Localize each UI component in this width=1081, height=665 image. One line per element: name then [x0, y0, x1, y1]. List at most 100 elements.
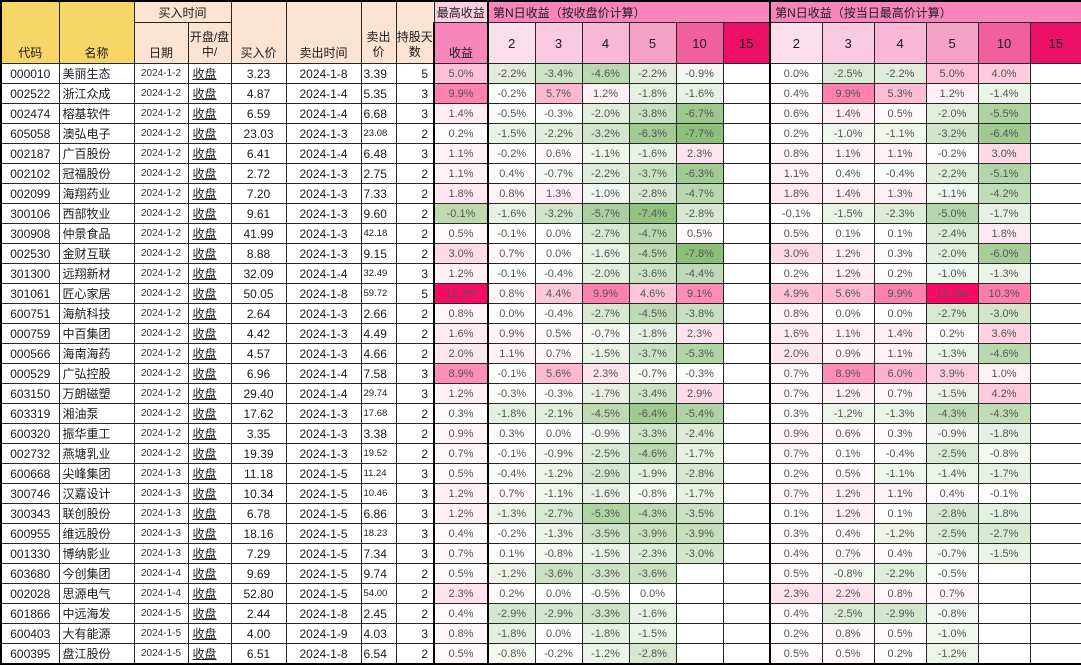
cell-close-day-5[interactable]: -4.5% [628, 303, 677, 324]
cell-hold-days[interactable]: 2 [395, 203, 435, 224]
cell-close-day-5[interactable]: -4.7% [628, 223, 677, 244]
cell-high-day-15[interactable] [1029, 623, 1081, 644]
cell-close-day-5[interactable]: 4.6% [628, 283, 677, 304]
cell-buy-date[interactable]: 2024-1-3 [133, 543, 189, 564]
cell-high-day-2[interactable]: 0.2% [769, 263, 823, 284]
cell-high-day-3[interactable]: 0.6% [821, 423, 875, 444]
cell-hold-days[interactable]: 2 [395, 123, 435, 144]
cell-close-day-2[interactable]: 0.7% [487, 243, 536, 264]
cell-close-day-15[interactable] [722, 203, 771, 224]
cell-high-day-2[interactable]: 0.3% [769, 523, 823, 544]
cell-close-day-2[interactable]: -0.4% [487, 463, 536, 484]
cell-sell-date[interactable]: 2024-1-3 [285, 443, 362, 464]
cell-high-day-3[interactable]: 9.9% [821, 83, 875, 104]
cell-close-day-4[interactable]: -2.0% [581, 263, 630, 284]
cell-close-day-15[interactable] [722, 423, 771, 444]
cell-sell-date[interactable]: 2024-1-3 [285, 163, 362, 184]
cell-close-day-5[interactable]: -3.7% [628, 163, 677, 184]
cell-high-day-4[interactable]: -1.1% [873, 463, 927, 484]
cell-high-day-3[interactable]: 0.7% [821, 543, 875, 564]
cell-close-day-3[interactable]: 0.0% [534, 583, 583, 604]
cell-hold-days[interactable]: 2 [395, 223, 435, 244]
cell-max-return[interactable]: -0.1% [433, 203, 489, 224]
cell-sell-date[interactable]: 2024-1-4 [285, 103, 362, 124]
cell-max-return[interactable]: 2.3% [433, 583, 489, 604]
cell-high-day-15[interactable] [1029, 443, 1081, 464]
cell-sell-price[interactable]: 3.39 [360, 63, 397, 84]
cell-high-day-15[interactable] [1029, 543, 1081, 564]
cell-sell-price[interactable]: 29.74 [360, 383, 397, 404]
cell-high-day-10[interactable]: 4.2% [977, 383, 1031, 404]
cell-sell-date[interactable]: 2024-1-3 [285, 243, 362, 264]
cell-hold-days[interactable]: 2 [395, 243, 435, 264]
cell-close-day-4[interactable]: -1.0% [581, 183, 630, 204]
cell-high-day-3[interactable]: 8.9% [821, 363, 875, 384]
cell-high-day-2[interactable]: 0.5% [769, 563, 823, 584]
cell-buy-price[interactable]: 9.69 [230, 563, 287, 584]
cell-high-day-10[interactable]: 1.8% [977, 223, 1031, 244]
cell-close-day-5[interactable]: -2.2% [628, 63, 677, 84]
cell-sell-date[interactable]: 2024-1-3 [285, 303, 362, 324]
cell-close-day-4[interactable]: -1.7% [581, 383, 630, 404]
cell-close-day-5[interactable]: -2.3% [628, 543, 677, 564]
cell-buy-session[interactable]: 收盘 [187, 563, 232, 584]
cell-buy-session[interactable]: 收盘 [187, 263, 232, 284]
cell-sell-price[interactable]: 7.58 [360, 363, 397, 384]
cell-high-day-4[interactable]: 0.2% [873, 643, 927, 665]
cell-high-day-10[interactable]: -4.3% [977, 403, 1031, 424]
cell-high-day-4[interactable]: 9.9% [873, 283, 927, 304]
cell-buy-session[interactable]: 收盘 [187, 383, 232, 404]
cell-name[interactable]: 西部牧业 [58, 203, 135, 224]
cell-close-day-15[interactable] [722, 263, 771, 284]
cell-high-day-4[interactable]: -0.4% [873, 443, 927, 464]
cell-name[interactable]: 燕塘乳业 [58, 443, 135, 464]
cell-high-day-5[interactable]: -2.7% [925, 303, 979, 324]
cell-code[interactable]: 002474 [0, 103, 60, 124]
cell-sell-date[interactable]: 2024-1-3 [285, 123, 362, 144]
cell-max-return[interactable]: 1.1% [433, 143, 489, 164]
cell-high-day-15[interactable] [1029, 583, 1081, 604]
cell-high-day-2[interactable]: 0.7% [769, 483, 823, 504]
cell-high-day-10[interactable]: 1.0% [977, 363, 1031, 384]
cell-close-day-10[interactable] [675, 603, 724, 624]
cell-close-day-2[interactable]: -0.1% [487, 223, 536, 244]
cell-high-day-2[interactable]: 0.2% [769, 123, 823, 144]
cell-sell-date[interactable]: 2024-1-8 [285, 283, 362, 304]
cell-buy-date[interactable]: 2024-1-2 [133, 263, 189, 284]
cell-high-day-4[interactable]: -0.4% [873, 163, 927, 184]
cell-high-day-15[interactable] [1029, 83, 1081, 104]
cell-sell-date[interactable]: 2024-1-5 [285, 583, 362, 604]
cell-sell-price[interactable]: 2.45 [360, 603, 397, 624]
cell-high-day-2[interactable]: 2.0% [769, 343, 823, 364]
cell-buy-price[interactable]: 9.61 [230, 203, 287, 224]
cell-code[interactable]: 605058 [0, 123, 60, 144]
cell-name[interactable]: 思源电气 [58, 583, 135, 604]
cell-high-day-2[interactable]: 0.8% [769, 143, 823, 164]
cell-sell-date[interactable]: 2024-1-3 [285, 423, 362, 444]
cell-high-day-4[interactable]: 0.7% [873, 383, 927, 404]
cell-max-return[interactable]: 0.5% [433, 463, 489, 484]
cell-max-return[interactable]: 0.9% [433, 423, 489, 444]
cell-high-day-10[interactable]: -1.5% [977, 543, 1031, 564]
cell-sell-price[interactable]: 19.52 [360, 443, 397, 464]
cell-high-day-4[interactable]: -1.1% [873, 123, 927, 144]
cell-close-day-5[interactable]: 0.0% [628, 583, 677, 604]
cell-high-day-2[interactable]: 0.9% [769, 423, 823, 444]
cell-buy-session[interactable]: 收盘 [187, 283, 232, 304]
cell-sell-price[interactable]: 11.24 [360, 463, 397, 484]
cell-close-day-15[interactable] [722, 443, 771, 464]
cell-high-day-3[interactable]: 0.9% [821, 343, 875, 364]
cell-close-day-3[interactable]: 0.7% [534, 343, 583, 364]
cell-close-day-2[interactable]: -0.3% [487, 383, 536, 404]
cell-close-day-10[interactable]: 2.3% [675, 323, 724, 344]
cell-high-day-10[interactable]: -0.1% [977, 483, 1031, 504]
cell-code[interactable]: 600320 [0, 423, 60, 444]
cell-close-day-2[interactable]: -2.9% [487, 603, 536, 624]
cell-high-day-15[interactable] [1029, 603, 1081, 624]
cell-close-day-5[interactable]: -1.8% [628, 83, 677, 104]
cell-high-day-10[interactable]: -4.2% [977, 183, 1031, 204]
cell-high-day-5[interactable]: 1.2% [925, 83, 979, 104]
cell-buy-session[interactable]: 收盘 [187, 123, 232, 144]
cell-high-day-3[interactable]: -0.8% [821, 563, 875, 584]
cell-high-day-4[interactable]: 0.4% [873, 543, 927, 564]
